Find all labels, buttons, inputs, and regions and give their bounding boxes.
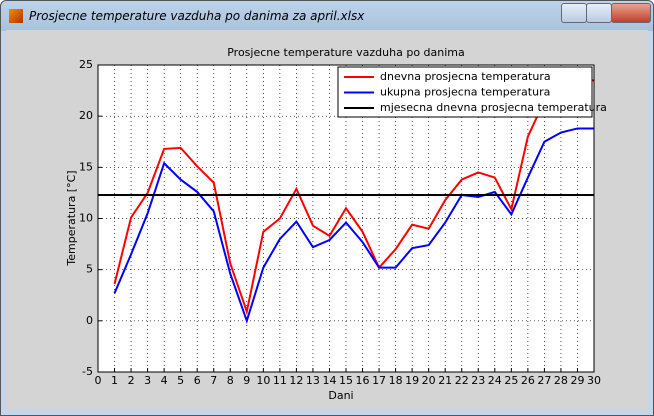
chart-title: Prosjecne temperature vazduha po danima [227, 46, 465, 59]
y-tick-label: 5 [86, 263, 93, 276]
x-tick-label: 27 [537, 374, 551, 387]
legend-label: ukupna prosjecna temperatura [380, 86, 550, 99]
x-tick-label: 13 [306, 374, 320, 387]
close-button[interactable] [611, 3, 651, 23]
x-tick-label: 9 [243, 374, 250, 387]
x-tick-label: 2 [128, 374, 135, 387]
y-tick-label: 0 [86, 314, 93, 327]
x-tick-label: 3 [144, 374, 151, 387]
x-tick-label: 4 [161, 374, 168, 387]
x-tick-label: 0 [95, 374, 102, 387]
y-tick-label: 10 [79, 212, 93, 225]
data-line [113, 127, 594, 325]
x-tick-label: 20 [422, 374, 436, 387]
x-tick-label: 10 [256, 374, 270, 387]
x-tick-label: 7 [210, 374, 217, 387]
figure: Prosjecne temperature vazduha po danima … [6, 30, 648, 410]
x-tick-label: 26 [521, 374, 535, 387]
x-tick-label: 29 [570, 374, 584, 387]
legend-label: mjesecna dnevna prosjecna temperatura [380, 101, 607, 114]
app-icon [9, 9, 23, 23]
legend [337, 66, 593, 118]
x-tick-label: 30 [587, 374, 601, 387]
x-tick-label: 1 [111, 374, 118, 387]
x-tick-label: 18 [389, 374, 403, 387]
x-tick-label: 8 [227, 374, 234, 387]
window-title: Prosjecne temperature vazduha po danima … [29, 9, 365, 23]
y-tick-label: 20 [79, 109, 93, 122]
y-tick-label: 15 [79, 160, 93, 173]
x-tick-label: 12 [289, 374, 303, 387]
x-tick-label: 14 [322, 374, 336, 387]
x-tick-label: 17 [372, 374, 386, 387]
x-tick-label: 6 [194, 374, 201, 387]
x-tick-label: 19 [405, 374, 419, 387]
y-tick-label: -5 [82, 365, 93, 378]
y-axis-label: Temperatura [°C] [65, 170, 78, 266]
x-axis-label: Dani [328, 389, 353, 402]
title-bar: Prosjecne temperature vazduha po danima … [1, 1, 653, 31]
data-line [113, 79, 594, 316]
x-tick-label: 11 [273, 374, 287, 387]
x-tick-label: 5 [177, 374, 184, 387]
x-tick-label: 25 [504, 374, 518, 387]
x-tick-label: 28 [554, 374, 568, 387]
y-tick-label: 25 [79, 58, 93, 71]
x-tick-label: 16 [356, 374, 370, 387]
x-tick-label: 22 [455, 374, 469, 387]
x-tick-label: 24 [488, 374, 502, 387]
x-tick-label: 23 [471, 374, 485, 387]
legend-label: dnevna prosjecna temperatura [380, 70, 551, 83]
x-tick-label: 21 [438, 374, 452, 387]
axes-box [97, 64, 595, 373]
maximize-button[interactable] [586, 3, 612, 23]
minimize-button[interactable] [561, 3, 587, 23]
x-tick-label: 15 [339, 374, 353, 387]
